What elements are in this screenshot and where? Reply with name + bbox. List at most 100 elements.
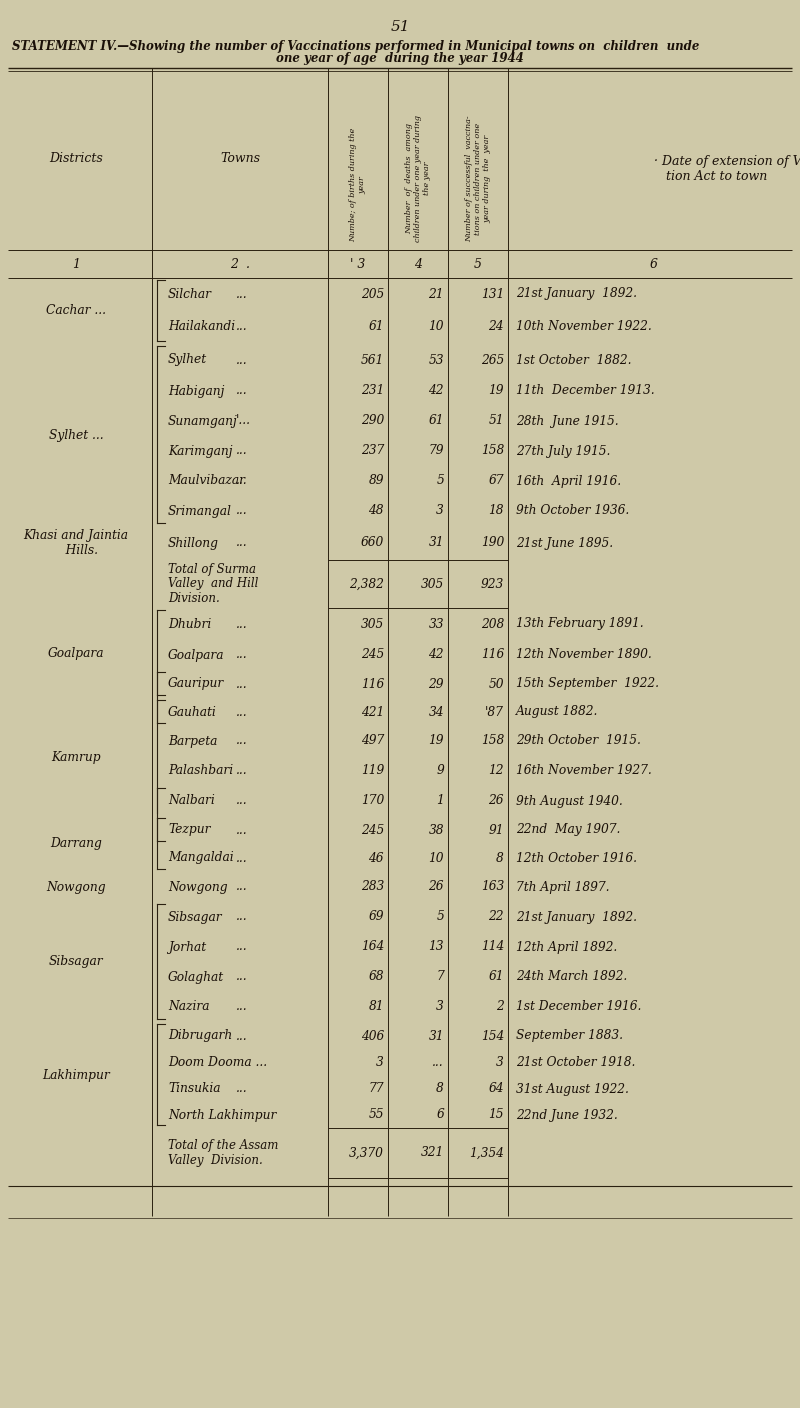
Text: 116: 116 <box>481 649 504 662</box>
Text: · Date of extension of Vaccina-
   tion Act to town: · Date of extension of Vaccina- tion Act… <box>654 155 800 183</box>
Text: 1: 1 <box>72 258 80 270</box>
Text: 68: 68 <box>369 970 384 984</box>
Text: 13th February 1891.: 13th February 1891. <box>516 618 644 631</box>
Text: ' 3: ' 3 <box>350 258 366 270</box>
Text: September 1883.: September 1883. <box>516 1029 623 1042</box>
Text: 21st January  1892.: 21st January 1892. <box>516 287 637 300</box>
Text: 5: 5 <box>436 474 444 487</box>
Text: 12th October 1916.: 12th October 1916. <box>516 852 637 865</box>
Text: ...: ... <box>236 287 248 300</box>
Text: 27th July 1915.: 27th July 1915. <box>516 445 610 458</box>
Text: 61: 61 <box>369 321 384 334</box>
Text: 26: 26 <box>489 794 504 808</box>
Text: 205: 205 <box>361 287 384 300</box>
Text: 18: 18 <box>489 504 504 518</box>
Text: 5: 5 <box>436 911 444 924</box>
Text: 1st December 1916.: 1st December 1916. <box>516 1001 642 1014</box>
Text: 158: 158 <box>481 445 504 458</box>
Text: 12th April 1892.: 12th April 1892. <box>516 941 618 953</box>
Text: 61: 61 <box>489 970 504 984</box>
Text: ...: ... <box>236 970 248 984</box>
Text: 38: 38 <box>429 824 444 836</box>
Text: Sibsagar: Sibsagar <box>49 956 103 969</box>
Text: Gauhati: Gauhati <box>168 705 217 718</box>
Text: '...: '... <box>236 414 251 428</box>
Text: ...: ... <box>236 504 248 518</box>
Text: 406: 406 <box>361 1029 384 1042</box>
Text: 55: 55 <box>369 1108 384 1122</box>
Text: 3: 3 <box>376 1056 384 1070</box>
Text: Sylhet: Sylhet <box>168 353 207 366</box>
Text: 11th  December 1913.: 11th December 1913. <box>516 384 654 397</box>
Text: Maulvibazar: Maulvibazar <box>168 474 245 487</box>
Text: Silchar: Silchar <box>168 287 212 300</box>
Text: Goalpara: Goalpara <box>48 646 104 659</box>
Text: Shillong: Shillong <box>168 536 219 549</box>
Text: 170: 170 <box>361 794 384 808</box>
Text: ...: ... <box>236 321 248 334</box>
Text: August 1882.: August 1882. <box>516 705 598 718</box>
Text: 22: 22 <box>489 911 504 924</box>
Text: ...: ... <box>236 384 248 397</box>
Text: ...: ... <box>236 705 248 718</box>
Text: 50: 50 <box>489 677 504 690</box>
Text: 158: 158 <box>481 735 504 748</box>
Text: Sunamganj: Sunamganj <box>168 414 238 428</box>
Text: 51: 51 <box>390 20 410 34</box>
Text: 305: 305 <box>421 577 444 590</box>
Text: ...: ... <box>236 735 248 748</box>
Text: Dhubri: Dhubri <box>168 618 211 631</box>
Text: 245: 245 <box>361 649 384 662</box>
Text: 923: 923 <box>481 577 504 590</box>
Text: 10th November 1922.: 10th November 1922. <box>516 321 652 334</box>
Text: ...: ... <box>236 1083 248 1095</box>
Text: 7th April 1897.: 7th April 1897. <box>516 880 610 894</box>
Text: Number  of  deaths  among
children under one year during
the year: Number of deaths among children under on… <box>405 115 431 242</box>
Text: 290: 290 <box>361 414 384 428</box>
Text: 79: 79 <box>429 445 444 458</box>
Text: 2  .: 2 . <box>230 258 250 270</box>
Text: 119: 119 <box>361 765 384 777</box>
Text: Tinsukia: Tinsukia <box>168 1083 221 1095</box>
Text: ...: ... <box>236 1001 248 1014</box>
Text: 64: 64 <box>489 1083 504 1095</box>
Text: 208: 208 <box>481 618 504 631</box>
Text: 265: 265 <box>481 353 504 366</box>
Text: 190: 190 <box>481 536 504 549</box>
Text: Sibsagar: Sibsagar <box>168 911 222 924</box>
Text: 3: 3 <box>436 1001 444 1014</box>
Text: 3: 3 <box>436 504 444 518</box>
Text: 28th  June 1915.: 28th June 1915. <box>516 414 618 428</box>
Text: Gauripur: Gauripur <box>168 677 224 690</box>
Text: 6: 6 <box>650 258 658 270</box>
Text: 421: 421 <box>361 705 384 718</box>
Text: ...: ... <box>432 1056 444 1070</box>
Text: 22nd June 1932.: 22nd June 1932. <box>516 1108 618 1122</box>
Text: 29th October  1915.: 29th October 1915. <box>516 735 641 748</box>
Text: Hailakandi: Hailakandi <box>168 321 235 334</box>
Text: 305: 305 <box>361 618 384 631</box>
Text: Barpeta: Barpeta <box>168 735 218 748</box>
Text: 19: 19 <box>489 384 504 397</box>
Text: 237: 237 <box>361 445 384 458</box>
Text: 42: 42 <box>429 649 444 662</box>
Text: 2,382: 2,382 <box>349 577 384 590</box>
Text: ...: ... <box>236 474 248 487</box>
Text: 7: 7 <box>436 970 444 984</box>
Text: 6: 6 <box>436 1108 444 1122</box>
Text: Nazira: Nazira <box>168 1001 210 1014</box>
Text: 1,354: 1,354 <box>469 1146 504 1160</box>
Text: 10: 10 <box>429 852 444 865</box>
Text: ...: ... <box>236 1029 248 1042</box>
Text: ...: ... <box>236 677 248 690</box>
Text: 10: 10 <box>429 321 444 334</box>
Text: ...: ... <box>236 911 248 924</box>
Text: 245: 245 <box>361 824 384 836</box>
Text: 231: 231 <box>361 384 384 397</box>
Text: 15th September  1922.: 15th September 1922. <box>516 677 659 690</box>
Text: Lakhimpur: Lakhimpur <box>42 1069 110 1081</box>
Text: 561: 561 <box>361 353 384 366</box>
Text: ...: ... <box>236 536 248 549</box>
Text: 114: 114 <box>481 941 504 953</box>
Text: 13: 13 <box>429 941 444 953</box>
